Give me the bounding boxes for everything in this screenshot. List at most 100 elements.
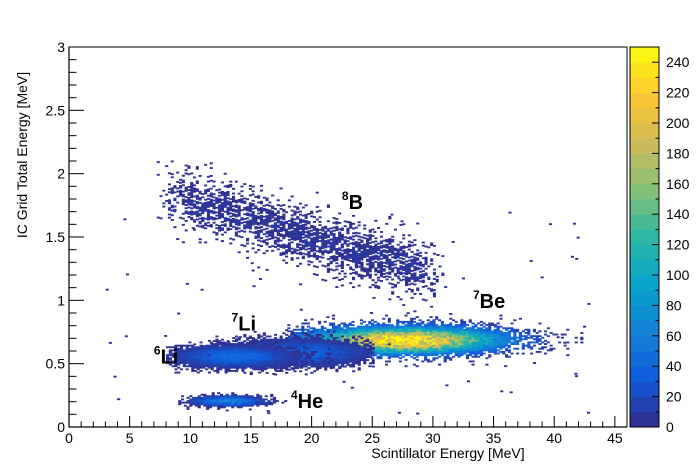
density-bin <box>241 352 245 355</box>
density-bin <box>505 339 509 342</box>
density-bin <box>371 348 375 351</box>
density-bin <box>247 365 251 368</box>
density-bin <box>446 341 450 344</box>
density-bin <box>479 349 483 352</box>
density-bin <box>457 328 461 331</box>
density-bin <box>206 190 210 192</box>
density-bin <box>430 283 434 286</box>
density-bin <box>360 351 364 354</box>
density-bin <box>432 357 436 360</box>
density-bin <box>363 270 367 273</box>
density-bin <box>193 212 197 215</box>
density-bin <box>213 352 217 355</box>
density-bin <box>220 205 224 208</box>
density-bin <box>352 259 356 262</box>
density-bin <box>332 360 336 363</box>
density-bin <box>377 255 381 258</box>
density-bin <box>179 191 183 194</box>
density-bin <box>310 243 314 246</box>
density-bin <box>199 358 203 361</box>
density-bin <box>507 333 511 336</box>
density-bin <box>337 338 341 341</box>
density-bin <box>191 349 195 352</box>
density-bin <box>510 330 514 333</box>
density-bin <box>396 339 400 342</box>
density-bin <box>244 354 248 357</box>
density-bin <box>312 228 316 231</box>
density-bin <box>285 249 289 252</box>
density-bin <box>299 283 303 286</box>
density-bin <box>418 338 422 341</box>
density-bin <box>205 352 209 355</box>
density-bin <box>301 360 305 363</box>
density-bin <box>341 359 345 362</box>
density-bin <box>413 258 417 261</box>
density-bin <box>385 327 389 330</box>
density-bin <box>324 341 328 344</box>
density-bin <box>398 341 402 344</box>
density-bin <box>360 257 364 259</box>
density-bin <box>435 339 439 342</box>
density-bin <box>410 355 414 358</box>
density-bin <box>241 358 245 361</box>
density-bin <box>388 249 392 252</box>
density-bin <box>426 360 430 363</box>
density-bin <box>173 226 177 229</box>
density-bin <box>393 228 397 231</box>
density-bin <box>335 225 339 228</box>
density-bin <box>535 351 539 353</box>
density-bin <box>432 343 436 345</box>
density-bin <box>234 218 238 221</box>
density-bin <box>368 320 372 323</box>
density-bin <box>199 357 203 360</box>
density-bin <box>185 347 189 350</box>
density-bin <box>493 347 497 350</box>
density-bin <box>449 336 453 339</box>
density-bin <box>465 335 469 338</box>
density-bin <box>426 347 430 350</box>
density-bin <box>413 253 417 256</box>
density-bin <box>235 354 239 357</box>
density-bin <box>234 201 238 204</box>
density-bin <box>405 260 409 263</box>
density-bin <box>335 222 339 225</box>
density-bin <box>410 244 414 247</box>
density-bin <box>402 269 406 272</box>
density-bin <box>493 330 497 333</box>
density-bin <box>190 202 194 205</box>
density-bin <box>549 347 553 350</box>
density-bin <box>321 226 325 229</box>
density-bin <box>438 333 442 336</box>
density-bin <box>210 368 214 371</box>
density-bin <box>318 343 322 346</box>
density-bin <box>332 338 336 341</box>
density-bin <box>438 336 442 339</box>
density-bin <box>421 241 425 244</box>
density-bin <box>399 298 403 301</box>
density-bin <box>449 330 453 333</box>
density-bin <box>227 365 231 368</box>
density-bin <box>218 212 222 215</box>
density-bin <box>226 217 230 220</box>
density-bin <box>282 346 286 349</box>
density-bin <box>391 250 395 252</box>
density-bin <box>532 335 536 338</box>
density-bin <box>479 344 483 347</box>
density-bin <box>237 222 241 225</box>
density-bin <box>259 226 263 228</box>
density-bin <box>412 352 416 355</box>
density-bin <box>460 319 464 322</box>
density-bin <box>352 257 356 260</box>
density-bin <box>226 186 230 189</box>
density-bin <box>282 332 286 335</box>
density-bin <box>402 237 406 240</box>
density-bin <box>262 223 266 226</box>
density-bin <box>195 166 199 169</box>
density-bin <box>402 234 406 237</box>
density-bin <box>191 358 195 361</box>
density-bin <box>352 260 356 263</box>
density-bin <box>332 356 336 358</box>
density-bin <box>496 327 500 330</box>
density-bin <box>271 215 275 217</box>
density-bin <box>368 349 372 352</box>
